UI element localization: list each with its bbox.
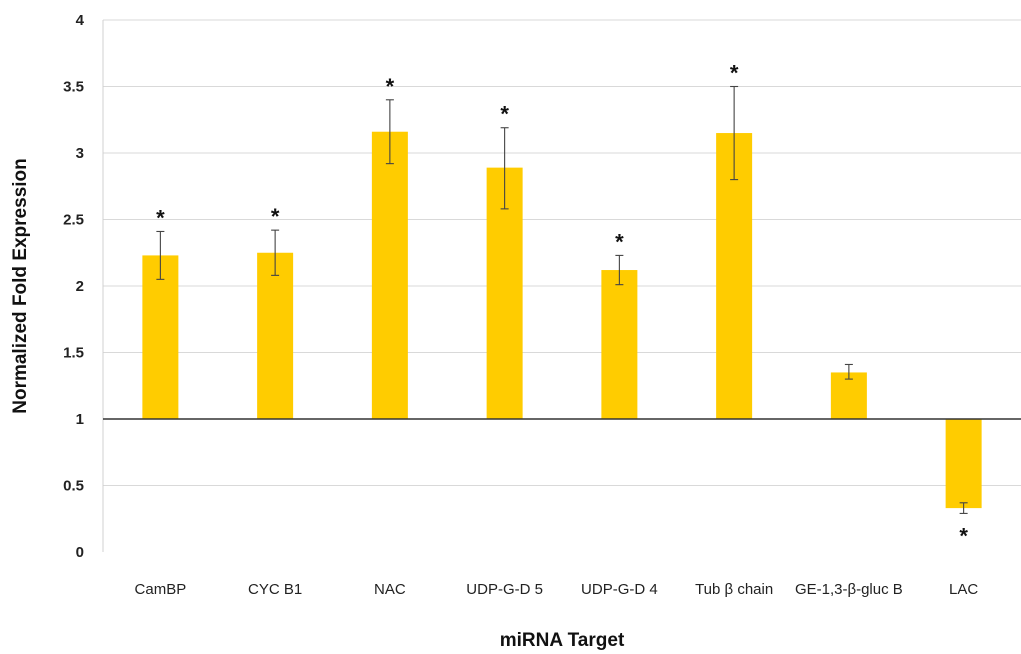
bar: [830, 372, 867, 419]
error-bar: [385, 99, 394, 165]
grid-lines: [103, 19, 1021, 486]
y-axis-tick-labels: 0 0.5 1 1.5 2 2.5 3 3.5 4: [63, 12, 85, 561]
significance-asterisk: *: [271, 204, 280, 229]
error-bar: [959, 502, 968, 514]
error-bar: [156, 230, 165, 280]
bar: [716, 133, 753, 420]
x-category-label: LAC: [949, 581, 978, 598]
y-axis-title: Normalized Fold Expression: [10, 158, 31, 414]
y-tick-label: 2: [76, 278, 84, 295]
x-category-label: NAC: [374, 581, 406, 598]
error-bar: [615, 254, 624, 286]
x-category-label: CamBP: [135, 581, 187, 598]
y-tick-label: 0.5: [63, 478, 84, 495]
y-tick-label: 4: [76, 12, 85, 29]
significance-asterisk: *: [156, 205, 165, 230]
error-bars: [156, 85, 968, 514]
y-tick-label: 3.5: [63, 79, 84, 96]
bar: [486, 167, 523, 419]
x-category-label: UDP-G-D 4: [581, 581, 658, 598]
significance-asterisk: *: [386, 74, 395, 99]
bar: [257, 252, 294, 419]
error-bar: [844, 363, 853, 380]
x-axis-category-labels: CamBP CYC B1 NAC UDP-G-D 5 UDP-G-D 4 Tub β ch…: [135, 581, 979, 598]
bar: [371, 131, 408, 419]
error-bar: [271, 229, 280, 276]
x-axis-title: miRNA Target: [500, 630, 625, 651]
bars: [142, 131, 982, 509]
y-tick-label: 1.5: [63, 345, 84, 362]
x-category-label: GE-1,3-β-gluc B: [795, 581, 903, 598]
error-bar: [500, 127, 509, 210]
error-bar: [730, 85, 739, 181]
y-tick-label: 1: [76, 411, 84, 428]
bar: [945, 419, 982, 509]
bar: [142, 255, 179, 419]
x-category-label: CYC B1: [248, 581, 302, 598]
bar: [601, 270, 638, 419]
significance-markers: * * * * * * *: [156, 61, 968, 549]
significance-asterisk: *: [959, 523, 968, 548]
y-tick-label: 3: [76, 145, 84, 162]
significance-asterisk: *: [500, 102, 509, 127]
y-tick-label: 2.5: [63, 212, 84, 229]
y-tick-label: 0: [76, 544, 84, 561]
significance-asterisk: *: [615, 229, 624, 254]
x-category-label: UDP-G-D 5: [466, 581, 543, 598]
significance-asterisk: *: [730, 61, 739, 86]
x-category-label: Tub β chain: [695, 581, 773, 598]
